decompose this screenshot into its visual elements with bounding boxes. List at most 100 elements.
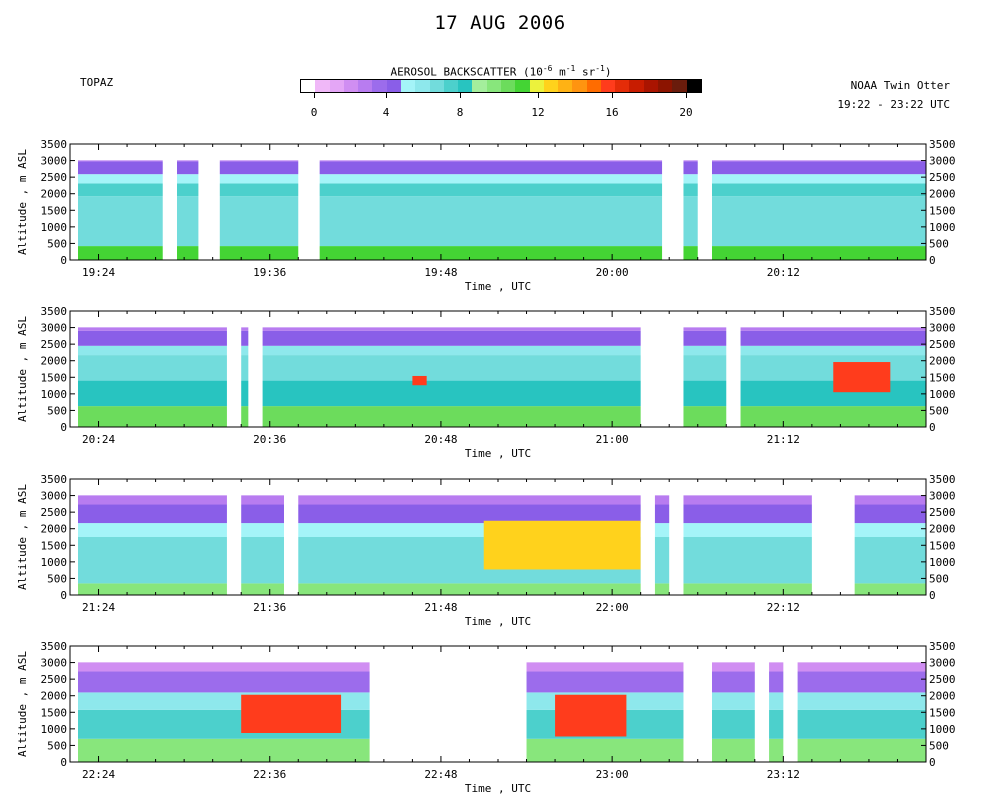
backscatter-layer bbox=[78, 327, 926, 331]
data-gap bbox=[811, 479, 855, 595]
backscatter-layer bbox=[78, 495, 926, 505]
aerosol-plume bbox=[555, 694, 627, 737]
colorbar-swatch bbox=[500, 80, 516, 92]
backscatter-layer bbox=[78, 345, 926, 356]
y-tick-label: 1000 bbox=[41, 723, 68, 736]
x-tick-label: 23:00 bbox=[596, 768, 629, 781]
colorbar-swatch bbox=[643, 80, 659, 92]
y-tick-label: 3000 bbox=[41, 322, 68, 335]
colorbar-title-prefix: AEROSOL BACKSCATTER (10 bbox=[390, 65, 543, 79]
y-tick-label: 1500 bbox=[929, 706, 956, 719]
aerosol-plume bbox=[833, 362, 891, 393]
time-range-label: 19:22 - 23:22 UTC bbox=[837, 98, 950, 111]
colorbar-tick-label: 12 bbox=[531, 106, 545, 119]
aerosol-plume bbox=[412, 375, 427, 386]
y-tick-label: 0 bbox=[929, 756, 936, 769]
y-tick-label: 500 bbox=[929, 237, 949, 250]
x-tick-label: 21:36 bbox=[253, 601, 286, 614]
data-gap bbox=[640, 311, 684, 427]
y-tick-label: 0 bbox=[60, 421, 67, 434]
colorbar-tick-label: 4 bbox=[382, 106, 390, 119]
y-tick-label: 1500 bbox=[41, 204, 68, 217]
colorbar-swatch bbox=[572, 80, 587, 92]
data-gap bbox=[783, 646, 798, 762]
y-tick-label: 1500 bbox=[929, 371, 956, 384]
y-tick-label: 2500 bbox=[929, 171, 956, 184]
y-tick-label: 2500 bbox=[41, 171, 68, 184]
y-tick-label: 500 bbox=[929, 739, 949, 752]
colorbar-swatch bbox=[486, 80, 501, 92]
y-tick-label: 2000 bbox=[41, 523, 68, 536]
y-axis-label: Altitude , m ASL bbox=[16, 484, 29, 590]
y-tick-label: 2500 bbox=[929, 506, 956, 519]
y-axis-label: Altitude , m ASL bbox=[16, 651, 29, 757]
y-tick-label: 0 bbox=[929, 589, 936, 602]
y-tick-label: 2500 bbox=[929, 673, 956, 686]
backscatter-layer bbox=[78, 583, 926, 595]
colorbar-mid2: sr bbox=[575, 65, 596, 79]
y-tick-label: 2000 bbox=[41, 188, 68, 201]
data-gap bbox=[726, 311, 741, 427]
y-tick-label: 2500 bbox=[41, 673, 68, 686]
x-tick-label: 21:48 bbox=[424, 601, 457, 614]
y-tick-label: 2000 bbox=[929, 690, 956, 703]
y-tick-label: 3000 bbox=[41, 490, 68, 503]
colorbar-swatch bbox=[458, 80, 473, 92]
y-tick-label: 3500 bbox=[41, 473, 68, 486]
colorbar-swatch bbox=[558, 80, 573, 92]
x-tick-label: 19:24 bbox=[82, 266, 115, 279]
colorbar-tick-label: 20 bbox=[679, 106, 693, 119]
data-gap bbox=[226, 311, 242, 427]
page-title: 17 AUG 2006 bbox=[434, 12, 566, 34]
colorbar-tick bbox=[538, 93, 539, 98]
colorbar-swatch bbox=[329, 80, 344, 92]
y-tick-label: 3500 bbox=[41, 640, 68, 653]
y-tick-label: 3000 bbox=[929, 322, 956, 335]
data-gap bbox=[284, 479, 299, 595]
colorbar-tick bbox=[386, 93, 387, 98]
y-tick-label: 3500 bbox=[929, 640, 956, 653]
y-tick-label: 0 bbox=[60, 254, 67, 267]
x-tick-label: 20:12 bbox=[767, 266, 800, 279]
platform-info: NOAA Twin Otter 19:22 - 23:22 UTC bbox=[837, 76, 950, 114]
colorbar-swatch bbox=[443, 80, 459, 92]
x-tick-label: 19:36 bbox=[253, 266, 286, 279]
colorbar-swatch bbox=[315, 80, 330, 92]
data-gap bbox=[683, 646, 712, 762]
colorbar-swatch bbox=[586, 80, 601, 92]
backscatter-layer bbox=[78, 183, 926, 197]
x-tick-label: 20:36 bbox=[253, 433, 286, 446]
x-tick-label: 22:24 bbox=[82, 768, 115, 781]
y-tick-label: 0 bbox=[60, 589, 67, 602]
colorbar-title: AEROSOL BACKSCATTER (10-6 m-1 sr-1) bbox=[300, 64, 702, 79]
colorbar-tick bbox=[612, 93, 613, 98]
y-tick-label: 1000 bbox=[41, 388, 68, 401]
data-gap bbox=[226, 479, 242, 595]
x-axis-label: Time , UTC bbox=[465, 615, 531, 628]
colorbar-exp2: -1 bbox=[565, 64, 576, 73]
colorbar-swatch bbox=[372, 80, 387, 92]
backscatter-layer bbox=[78, 504, 926, 524]
y-tick-label: 3000 bbox=[929, 657, 956, 670]
no-data-region bbox=[70, 646, 926, 663]
y-tick-label: 3500 bbox=[41, 138, 68, 151]
x-tick-label: 20:24 bbox=[82, 433, 115, 446]
y-tick-label: 500 bbox=[929, 404, 949, 417]
data-gap bbox=[697, 144, 712, 260]
colorbar-swatch bbox=[343, 80, 359, 92]
data-gap bbox=[369, 646, 527, 762]
x-tick-label: 21:12 bbox=[767, 433, 800, 446]
backscatter-layer bbox=[78, 160, 926, 162]
colorbar-suffix: ) bbox=[604, 65, 612, 79]
colorbar-swatch bbox=[529, 80, 544, 92]
x-tick-label: 21:00 bbox=[596, 433, 629, 446]
backscatter-layer bbox=[78, 355, 926, 381]
colorbar-swatch bbox=[672, 80, 687, 92]
panel-4: 0 0 500 500 1000 1000 1500 1500 2000 2000 2500 2500… bbox=[16, 640, 956, 795]
y-tick-label: 2000 bbox=[929, 355, 956, 368]
x-tick-label: 20:48 bbox=[424, 433, 457, 446]
colorbar-tick bbox=[314, 93, 315, 98]
y-tick-label: 0 bbox=[929, 421, 936, 434]
y-tick-label: 0 bbox=[60, 756, 67, 769]
colorbar-exp1: -6 bbox=[542, 64, 553, 73]
